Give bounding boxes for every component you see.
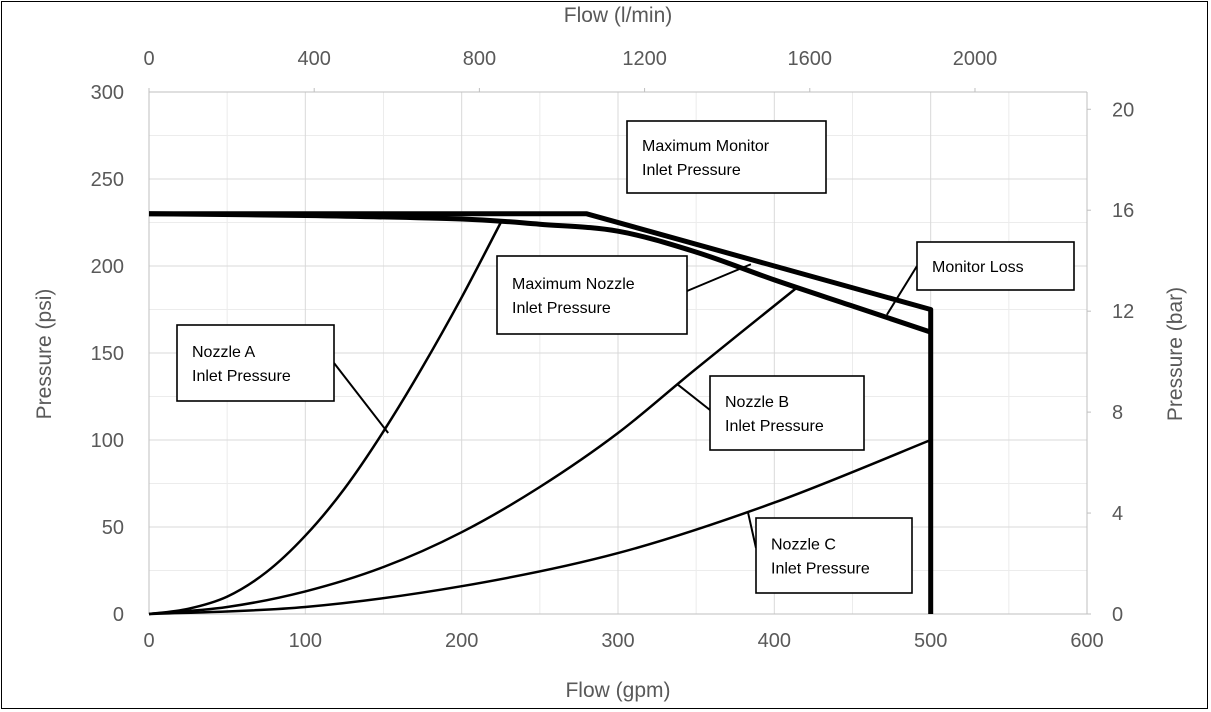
y-tick-label: 100 — [91, 430, 124, 452]
x2-tick-label: 0 — [143, 48, 154, 70]
x-tick-label: 0 — [143, 630, 154, 652]
annotation-leader-line — [333, 362, 389, 434]
annotation-box — [916, 241, 1075, 291]
x-tick-label: 300 — [601, 630, 634, 652]
x-tick-label: 600 — [1070, 630, 1103, 652]
series-line-5 — [148, 438, 932, 616]
x2-tick-label: 400 — [298, 48, 331, 70]
x2-tick-label: 2000 — [953, 48, 998, 70]
annotation-leader-line — [686, 263, 752, 292]
x-tick-label: 100 — [289, 630, 322, 652]
annotation-text: Inlet Pressure — [512, 300, 611, 317]
y2-tick-label: 20 — [1112, 99, 1134, 121]
annotation-text: Nozzle B — [725, 394, 789, 411]
series-lines — [148, 211, 934, 616]
y-tick-label: 200 — [91, 256, 124, 278]
annotation-text: Nozzle C — [771, 537, 836, 554]
series-line-4 — [148, 285, 799, 616]
annotation-box — [496, 255, 688, 335]
x2-tick-label: 800 — [463, 48, 496, 70]
x-tick-label: 500 — [914, 630, 947, 652]
annotation-text: Inlet Pressure — [642, 162, 741, 179]
y2-axis-title: Pressure (bar) — [1164, 287, 1187, 421]
y-tick-label: 0 — [113, 604, 124, 626]
x2-axis-title: Flow (l/min) — [564, 4, 673, 27]
annotation-box — [709, 375, 865, 451]
annotation-text: Monitor Loss — [932, 259, 1024, 276]
annotation-box — [176, 324, 335, 402]
annotation-text: Inlet Pressure — [725, 418, 824, 435]
y-tick-label: 300 — [91, 82, 124, 104]
annotation-text: Inlet Pressure — [771, 561, 870, 578]
x2-tick-label: 1600 — [788, 48, 833, 70]
annotation-leader-line — [586, 211, 591, 217]
x2-tick-label: 1200 — [622, 48, 667, 70]
annotations: Maximum Monitor Inlet Pressure Maximum Noz… — [176, 120, 1075, 594]
y-tick-label: 250 — [91, 169, 124, 191]
y2-tick-label: 4 — [1112, 503, 1123, 525]
series-line-2 — [148, 211, 932, 335]
annotation-leader-line — [676, 383, 711, 411]
y2-tick-label: 0 — [1112, 604, 1123, 626]
annotation-box — [755, 517, 913, 594]
x-tick-label: 200 — [445, 630, 478, 652]
annotation-box — [626, 120, 827, 194]
series-line-1 — [149, 211, 934, 614]
y2-tick-label: 12 — [1112, 301, 1134, 323]
y-tick-label: 150 — [91, 343, 124, 365]
y-tick-label: 50 — [102, 517, 124, 539]
annotation-text: Maximum Monitor — [642, 138, 770, 155]
annotation-text: Inlet Pressure — [192, 368, 291, 385]
annotation-leader-line — [746, 511, 757, 549]
annotation-leaders — [333, 211, 918, 549]
x-tick-label: 400 — [758, 630, 791, 652]
y2-tick-label: 8 — [1112, 402, 1123, 424]
y-axis-title: Pressure (psi) — [33, 289, 56, 420]
annotation-text: Maximum Nozzle — [512, 276, 635, 293]
annotation-text: Nozzle A — [192, 344, 255, 361]
x-axis-title: Flow (gpm) — [565, 679, 670, 702]
annotation-leader-line — [886, 265, 918, 316]
y2-tick-label: 16 — [1112, 200, 1134, 222]
series-line-3 — [148, 221, 502, 616]
